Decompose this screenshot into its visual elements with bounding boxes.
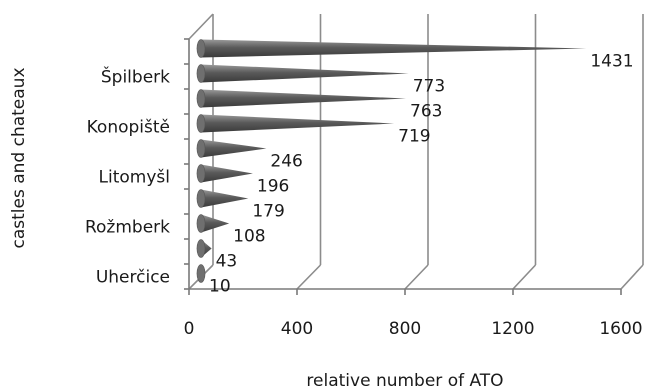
bar-base-4 — [196, 139, 206, 158]
bars-layer — [196, 39, 587, 283]
bar-3 — [196, 114, 395, 133]
data-label-8: 43 — [216, 251, 238, 271]
x-tick-label-0: 0 — [184, 319, 195, 339]
bar-base-0 — [196, 39, 206, 58]
bar-body-2 — [201, 89, 407, 108]
category-label-2: Litomyšl — [99, 168, 170, 188]
bar-base-9 — [196, 264, 206, 283]
bar-body-0 — [201, 39, 587, 58]
category-label-3: Rožmberk — [85, 218, 170, 238]
back-wall-top-connector — [188, 13, 214, 40]
labels-layer: 0 400 800 1200 1600 1431 773 763 719 246 196 179 108… — [85, 51, 643, 339]
data-label-1: 773 — [413, 76, 445, 96]
bar-body-3 — [201, 114, 395, 133]
bar-body-7 — [201, 214, 230, 233]
data-label-2: 763 — [410, 101, 442, 121]
bar-base-3 — [196, 114, 206, 133]
x-tick-label-1: 400 — [281, 319, 313, 339]
y-axis-title: castles and chateaux — [9, 67, 29, 248]
gridline-floor-4 — [620, 264, 644, 290]
bar-2 — [196, 89, 407, 108]
data-label-0: 1431 — [590, 51, 633, 71]
grid-layer — [184, 13, 644, 295]
data-label-4: 246 — [270, 151, 302, 171]
bar-base-8 — [196, 239, 206, 258]
category-label-4: Uherčice — [96, 268, 170, 288]
bar-1 — [196, 64, 409, 83]
bar-6 — [196, 189, 249, 208]
bar-body-6 — [201, 189, 249, 208]
category-label-1: Konopiště — [87, 118, 170, 138]
category-label-0: Špilberk — [101, 66, 170, 88]
x-tick-label-4: 1600 — [599, 319, 642, 339]
bar-base-1 — [196, 64, 206, 83]
bar-base-6 — [196, 189, 206, 208]
x-axis-title: relative number of ATO — [306, 371, 503, 391]
bar-7 — [196, 214, 230, 233]
data-label-5: 196 — [257, 176, 289, 196]
bar-body-5 — [201, 164, 253, 183]
x-tick-label-3: 1200 — [491, 319, 534, 339]
x-tick-label-2: 800 — [389, 319, 421, 339]
bar-base-5 — [196, 164, 206, 183]
bar-0 — [196, 39, 587, 58]
bar-base-2 — [196, 89, 206, 108]
data-label-3: 719 — [398, 126, 430, 146]
gridline-floor-1 — [296, 264, 322, 290]
bar-8 — [196, 239, 212, 258]
bar-9 — [196, 264, 206, 283]
data-label-9: 10 — [209, 276, 231, 296]
data-label-7: 108 — [233, 226, 265, 246]
gridline-floor-2 — [404, 264, 429, 290]
bar-4 — [196, 139, 267, 158]
data-label-6: 179 — [252, 201, 284, 221]
bar-5 — [196, 164, 253, 183]
bar-body-1 — [201, 64, 409, 83]
bar-body-4 — [201, 139, 267, 158]
bar-base-7 — [196, 214, 206, 233]
gridline-floor-3 — [512, 264, 537, 290]
